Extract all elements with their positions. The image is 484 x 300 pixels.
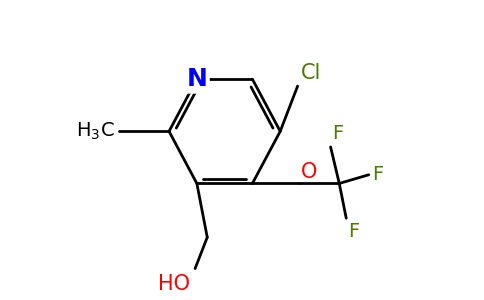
Text: F: F	[348, 222, 359, 241]
Text: N: N	[186, 67, 207, 91]
Text: HO: HO	[158, 274, 190, 294]
Text: H$_3$C: H$_3$C	[76, 121, 115, 142]
Text: Cl: Cl	[301, 63, 321, 83]
Text: F: F	[333, 124, 344, 143]
Text: O: O	[301, 162, 318, 182]
Text: F: F	[372, 165, 383, 184]
